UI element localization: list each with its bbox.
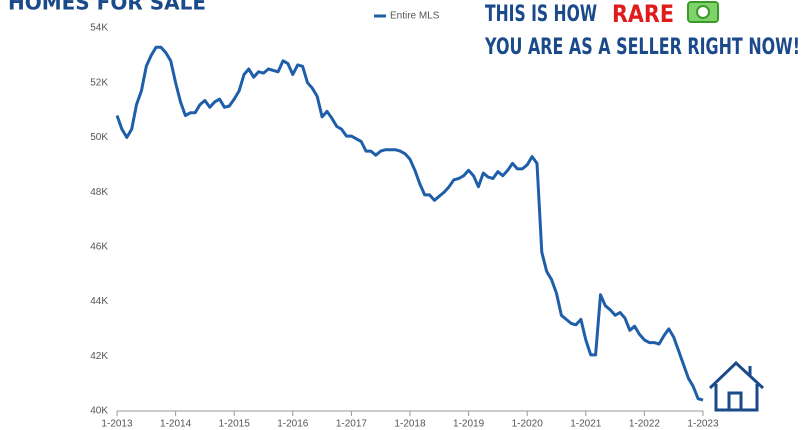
y-tick-label: 42K xyxy=(90,351,108,362)
y-tick-label: 52K xyxy=(90,77,108,88)
x-tick-label: 1-2015 xyxy=(219,419,251,430)
annotation: THIS IS HOW xyxy=(485,2,597,27)
y-tick-label: 46K xyxy=(90,241,108,252)
y-tick-label: 54K xyxy=(90,23,108,34)
y-tick-label: 44K xyxy=(90,296,108,307)
x-tick-label: 1-2020 xyxy=(512,419,544,430)
y-tick-label: 48K xyxy=(90,187,108,198)
y-tick-label: 40K xyxy=(90,406,108,417)
x-tick-label: 1-2021 xyxy=(570,419,602,430)
x-tick-label: 1-2023 xyxy=(687,419,719,430)
x-tick-label: 1-2017 xyxy=(336,419,368,430)
annotation: YOU ARE AS A SELLER RIGHT NOW! xyxy=(484,35,800,60)
house-icon xyxy=(708,360,765,412)
y-tick-label: 50K xyxy=(90,132,108,143)
x-tick-label: 1-2013 xyxy=(101,419,133,430)
x-tick-label: 1-2018 xyxy=(394,419,426,430)
series-line xyxy=(115,45,704,402)
money-icon xyxy=(687,1,719,23)
x-tick-label: 1-2022 xyxy=(629,419,661,430)
annotation: RARE xyxy=(612,0,674,28)
legend-label: Entire MLS xyxy=(390,11,440,22)
x-tick-label: 1-2014 xyxy=(160,419,192,430)
chart-title: HOMES FOR SALE xyxy=(8,0,206,15)
x-tick-label: 1-2019 xyxy=(453,419,485,430)
x-tick-label: 1-2016 xyxy=(277,419,309,430)
